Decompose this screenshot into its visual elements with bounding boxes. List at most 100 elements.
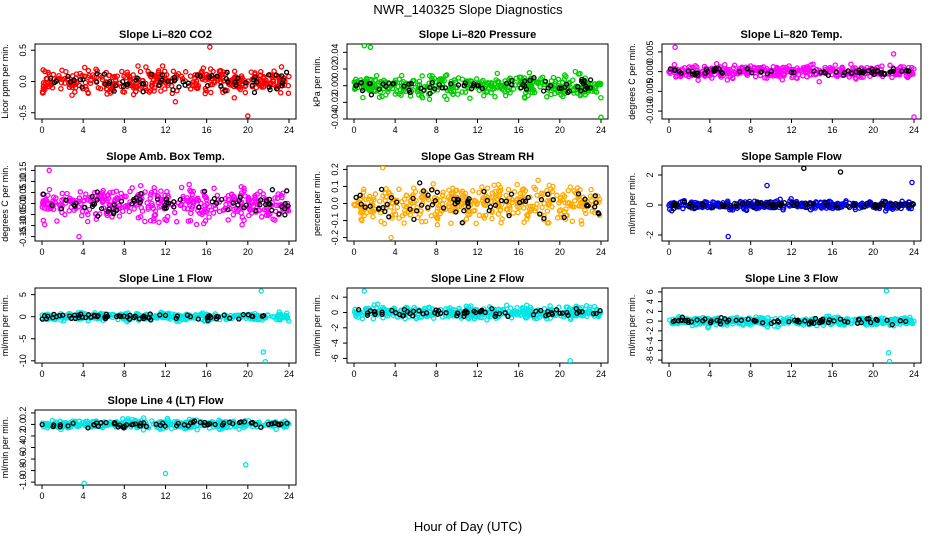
data-point	[380, 193, 386, 199]
data-point	[729, 74, 736, 81]
data-point	[379, 93, 385, 100]
data-point	[447, 88, 453, 94]
outlier-point	[567, 357, 573, 363]
y-axis-label: degrees C per min.	[0, 165, 10, 242]
panel-title: Slope Line 4 (LT) Flow	[108, 395, 224, 407]
data-point	[45, 206, 51, 212]
reference-point	[359, 87, 366, 94]
outlier-point	[380, 166, 386, 171]
data-point	[126, 208, 133, 215]
data-point	[39, 200, 46, 206]
reference-point	[771, 202, 777, 209]
data-point	[563, 304, 570, 310]
data-point	[202, 90, 208, 97]
reference-point	[811, 68, 817, 74]
data-point	[275, 191, 281, 197]
reference-point	[129, 201, 135, 207]
data-point	[231, 68, 238, 75]
data-point	[99, 76, 106, 83]
data-point	[66, 310, 72, 317]
reference-point	[530, 312, 537, 318]
reference-point	[718, 69, 725, 75]
outlier-point	[81, 480, 87, 485]
outlier-point	[367, 44, 374, 51]
data-point	[267, 80, 274, 86]
data-point	[104, 192, 111, 199]
reference-point	[578, 88, 584, 94]
x-tick-label: 20	[243, 247, 253, 257]
reference-point	[218, 196, 225, 203]
reference-point	[436, 82, 443, 88]
outlier-point	[46, 167, 52, 174]
x-tick-label: 20	[243, 125, 253, 135]
data-point	[596, 196, 603, 203]
data-point	[58, 317, 64, 323]
data-point	[235, 207, 241, 213]
outlier-point	[725, 233, 731, 240]
data-points	[351, 288, 604, 363]
data-point	[808, 72, 814, 78]
data-point	[187, 86, 194, 92]
reference-point	[284, 188, 290, 194]
reference-point	[781, 200, 788, 206]
y-axis-label: ml/min per min.	[627, 295, 637, 357]
reference-point	[452, 201, 458, 207]
reference-point	[207, 420, 213, 427]
reference-point	[461, 208, 467, 214]
outlier-point	[162, 470, 169, 477]
data-point	[414, 88, 421, 95]
data-point	[544, 208, 551, 214]
data-point	[233, 313, 239, 319]
reference-point	[163, 205, 169, 211]
reference-point	[559, 310, 566, 316]
reference-point	[738, 317, 744, 323]
data-point	[258, 214, 265, 220]
x-tick-label: 16	[827, 247, 837, 257]
reference-point	[227, 315, 233, 321]
x-tick-label: 4	[81, 247, 86, 257]
data-point	[692, 63, 699, 69]
reference-point	[482, 309, 488, 316]
x-tick-label: 24	[284, 369, 294, 379]
x-tick-label: 0	[39, 247, 44, 257]
data-point	[239, 204, 245, 211]
data-point	[137, 68, 144, 75]
y-tick-label: 0	[18, 314, 28, 319]
reference-point	[245, 312, 252, 318]
reference-point	[77, 77, 84, 83]
data-point	[521, 219, 527, 226]
data-point	[597, 81, 604, 87]
data-point	[497, 206, 504, 213]
data-point	[98, 192, 105, 199]
data-point	[259, 84, 265, 90]
data-points	[666, 288, 917, 363]
reference-point	[749, 70, 755, 76]
outlier-point	[801, 166, 807, 172]
data-points	[39, 44, 292, 119]
data-point	[372, 191, 379, 197]
data-point	[62, 211, 68, 218]
data-point	[411, 77, 417, 84]
data-point	[572, 68, 579, 75]
reference-point	[282, 212, 288, 218]
data-point	[46, 186, 53, 193]
data-point	[531, 89, 538, 96]
reference-point	[506, 212, 512, 219]
data-point	[802, 69, 809, 75]
data-point	[560, 197, 566, 203]
data-point	[285, 90, 292, 97]
data-point	[887, 321, 893, 328]
data-point	[211, 185, 217, 192]
reference-point	[148, 317, 154, 323]
data-point	[277, 313, 284, 320]
reference-point	[201, 188, 208, 195]
reference-point	[53, 313, 59, 320]
data-point	[388, 204, 394, 210]
data-point	[903, 73, 910, 79]
reference-point	[791, 69, 797, 76]
x-tick-label: 16	[202, 491, 212, 501]
reference-point	[230, 200, 236, 206]
data-point	[284, 315, 290, 322]
data-point	[272, 195, 278, 201]
